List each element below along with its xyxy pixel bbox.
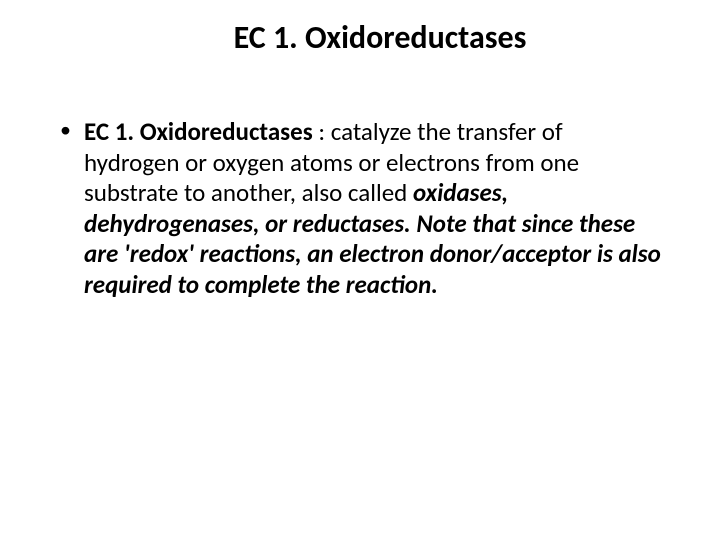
bullet-bold-prefix: EC 1. Oxidoreductases — [84, 116, 318, 147]
presentation-slide: EC 1. Oxidoreductases EC 1. Oxidoreducta… — [0, 0, 720, 540]
slide-title: EC 1. Oxidoreductases — [58, 18, 662, 57]
bullet-list: EC 1. Oxidoreductases : catalyze the tra… — [58, 117, 662, 300]
bullet-item: EC 1. Oxidoreductases : catalyze the tra… — [58, 117, 662, 300]
